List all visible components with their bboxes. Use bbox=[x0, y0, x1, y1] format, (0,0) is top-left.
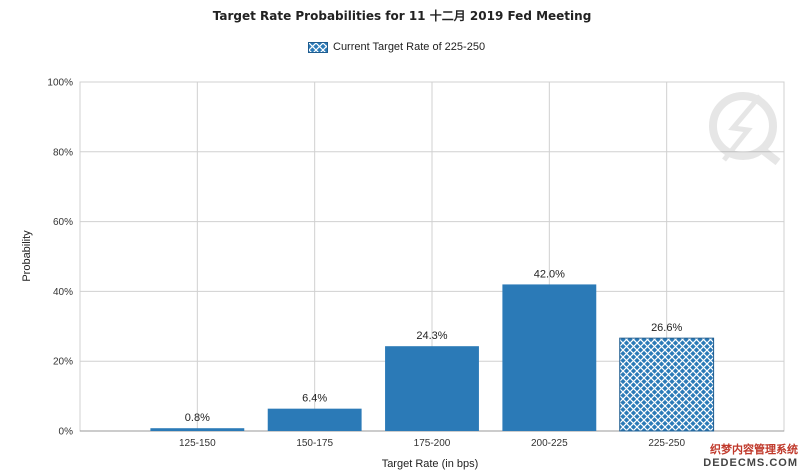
x-tick-label: 225-250 bbox=[648, 438, 685, 449]
y-tick-label: 40% bbox=[53, 287, 73, 298]
data-label: 6.4% bbox=[302, 393, 327, 405]
y-tick-label: 100% bbox=[47, 78, 73, 89]
y-tick-label: 80% bbox=[53, 147, 73, 158]
bar-225-250[interactable] bbox=[619, 337, 715, 432]
bars bbox=[150, 284, 715, 432]
x-tick-label: 200-225 bbox=[531, 438, 568, 449]
legend-label: Current Target Rate of 225-250 bbox=[333, 41, 486, 53]
y-tick-label: 0% bbox=[59, 427, 74, 438]
legend-swatch-fill bbox=[309, 42, 327, 52]
bar-125-150[interactable] bbox=[150, 428, 245, 431]
bar-200-225[interactable] bbox=[502, 284, 597, 431]
x-axis-title: Target Rate (in bps) bbox=[382, 458, 479, 470]
bar-150-175[interactable] bbox=[267, 408, 362, 431]
watermark: 织梦内容管理系统 DEDECMS.COM bbox=[703, 444, 798, 470]
watermark-logo-icon bbox=[709, 92, 781, 166]
x-tick-label: 150-175 bbox=[296, 438, 333, 449]
bar-175-200[interactable] bbox=[385, 346, 479, 431]
watermark-line1: 织梦内容管理系统 bbox=[710, 444, 798, 456]
data-label: 42.0% bbox=[534, 268, 565, 280]
watermark-line2: DEDECMS.COM bbox=[703, 457, 798, 469]
legend-swatch-hatched bbox=[308, 41, 328, 53]
data-label: 26.6% bbox=[651, 322, 682, 334]
y-tick-label: 20% bbox=[53, 357, 73, 368]
data-label: 0.8% bbox=[185, 412, 210, 424]
data-label: 24.3% bbox=[416, 330, 447, 342]
legend[interactable]: Current Target Rate of 225-250 bbox=[308, 40, 485, 54]
y-axis-title: Probability bbox=[21, 230, 33, 282]
gridlines: 0% 20% 40% 60% 80% 100% bbox=[47, 78, 785, 438]
labels: 0.8% 125-150 6.4% 150-175 24.3% 175-200 42.0% 2… bbox=[179, 268, 685, 449]
x-tick-label: 175-200 bbox=[414, 438, 451, 449]
y-tick-label: 60% bbox=[53, 217, 73, 228]
x-tick-label: 125-150 bbox=[179, 438, 216, 449]
chart-title: Target Rate Probabilities for 11 十二月 201… bbox=[212, 9, 592, 23]
